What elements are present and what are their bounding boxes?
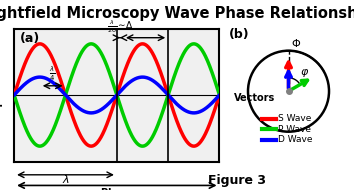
Text: $\frac{\lambda}{20}$$\sim\!\Delta$: $\frac{\lambda}{20}$$\sim\!\Delta$ (107, 18, 133, 35)
Text: D Wave: D Wave (278, 135, 313, 144)
Text: P Wave: P Wave (278, 125, 311, 134)
Text: $\lambda$: $\lambda$ (62, 173, 69, 185)
Text: Brightfield Microscopy Wave Phase Relationships: Brightfield Microscopy Wave Phase Relati… (0, 6, 354, 21)
Text: Figure 3: Figure 3 (208, 174, 266, 187)
Text: $\Phi$: $\Phi$ (291, 37, 301, 49)
Text: Vectors: Vectors (234, 93, 275, 103)
Text: (b): (b) (229, 28, 250, 41)
Text: $\varphi$: $\varphi$ (301, 66, 310, 78)
Text: S Wave: S Wave (278, 114, 312, 123)
Text: $\frac{\lambda}{4}$: $\frac{\lambda}{4}$ (49, 65, 56, 83)
Text: Amplitude: Amplitude (0, 66, 3, 124)
Text: (a): (a) (20, 32, 41, 45)
Text: $\longleftarrow$ Phase $\longrightarrow$: $\longleftarrow$ Phase $\longrightarrow$ (79, 186, 154, 190)
